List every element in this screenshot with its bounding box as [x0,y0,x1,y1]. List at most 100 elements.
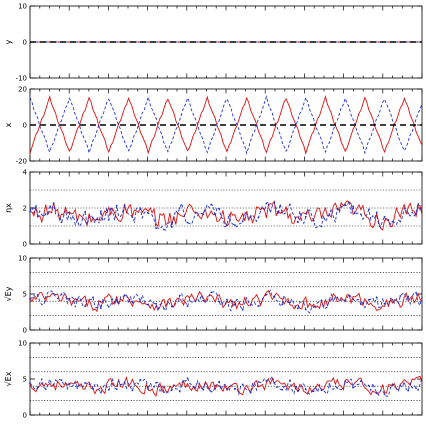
data-point [131,216,134,219]
data-point [218,300,221,303]
data-point [84,211,87,213]
data-point [68,212,71,214]
data-point [60,293,63,296]
data-point [76,387,79,389]
data-point [241,308,244,311]
series-line-1 [29,289,423,313]
data-point [352,205,354,208]
series-line-2 [29,94,423,155]
data-point [249,303,252,306]
data-point [107,388,110,391]
data-point [415,387,417,390]
y-tick-label: -10 [16,75,27,83]
y-tick-label: 0 [23,412,27,420]
data-point [29,382,31,384]
data-point [36,215,39,217]
y-tick-label: 0 [23,327,27,335]
data-point [233,303,236,306]
data-point [289,301,291,304]
data-point [273,295,276,298]
data-point [265,293,268,296]
data-point [265,380,268,382]
data-point [84,305,87,308]
series-line-1 [29,200,423,231]
data-point [257,305,260,307]
data-point [123,204,126,207]
series-line-2 [29,199,423,231]
data-point [68,382,71,385]
data-point [115,298,118,301]
y-tick-label: 2 [23,205,27,213]
data-point [233,224,236,226]
data-point [52,383,55,386]
y-axis-label: ηx [4,203,13,213]
data-point [407,295,410,298]
data-point [257,216,260,219]
data-point [336,296,339,299]
data-point [320,299,323,302]
y-tick-label: 4 [23,169,28,177]
data-point [344,204,347,206]
data-point [320,225,323,228]
data-point [249,391,252,394]
data-point [186,377,189,380]
data-point [367,384,370,387]
data-point [163,391,165,394]
data-point [336,387,339,389]
data-point [273,201,276,204]
y-tick-label: 10 [18,340,27,348]
data-point [29,210,31,213]
data-point [155,381,157,384]
chart-panels: -10 0 10 y -20 0 20 x 0 2 4 ηx 0 5 10 √Ey 0 5 10 √Ex [4,3,423,420]
y-tick-label: 10 [18,255,27,263]
data-point [100,391,102,394]
data-point [289,203,291,206]
data-point [147,212,150,215]
data-point [147,388,150,390]
panel-4: 0 5 10 √Ey [4,255,423,335]
series-line-1 [29,375,423,397]
data-point [170,389,173,391]
y-tick-label: 0 [23,122,27,130]
data-point [336,207,339,210]
data-point [281,303,284,306]
y-tick-label: 0 [23,241,27,249]
data-point [415,291,417,294]
data-point [328,383,331,385]
data-point [44,388,47,391]
y-tick-label: 20 [18,86,27,94]
data-point [210,291,213,294]
data-point [100,307,102,310]
data-point [100,210,102,213]
data-point [170,226,173,228]
y-tick-label: 0 [23,39,27,47]
data-point [29,297,31,300]
data-point [178,294,181,297]
data-point [178,390,181,393]
data-point [304,388,307,391]
data-point [281,211,284,214]
data-point [210,390,213,393]
data-point [139,379,142,381]
panel-3: 0 2 4 ηx [4,169,423,249]
data-point [36,386,39,388]
plot-frame [29,342,423,416]
data-point [68,297,71,300]
data-point [218,380,221,383]
data-point [407,212,410,215]
data-point [296,390,299,393]
data-point [92,387,94,390]
data-point [383,215,386,218]
data-point [312,219,315,222]
data-point [155,302,157,305]
data-point [115,204,118,207]
series-line-2 [29,289,423,314]
data-point [375,296,378,299]
data-point [289,379,291,382]
data-point [257,380,260,383]
data-point [178,207,181,209]
data-point [194,387,197,389]
y-tick-label: -20 [16,158,27,166]
data-point [399,295,402,297]
data-point [76,219,79,221]
